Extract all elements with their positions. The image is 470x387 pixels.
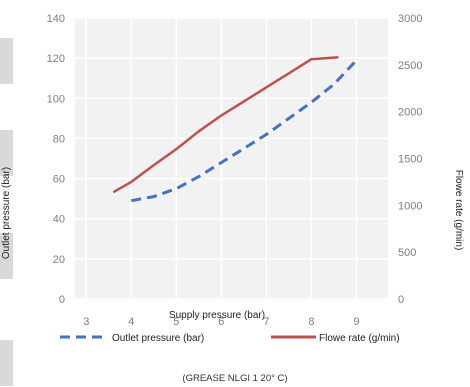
y-tick-label: 100 bbox=[47, 93, 65, 105]
x-tick-label: 4 bbox=[128, 316, 134, 328]
side-block-3 bbox=[0, 233, 13, 279]
x-axis-title: Supply pressure (bar) bbox=[169, 310, 265, 321]
y-tick-label: 40 bbox=[53, 214, 65, 226]
series-line-outlet-pressure bbox=[131, 59, 358, 203]
y2-tick-label: 0 bbox=[398, 294, 404, 306]
y2-axis-title: Flowe rate (g/min) bbox=[453, 170, 464, 251]
x-tick-label: 8 bbox=[308, 316, 314, 328]
legend-label-flow-rate: Flowe rate (g/min) bbox=[319, 333, 400, 344]
y-tick-label: 80 bbox=[53, 133, 65, 145]
y2-tick-label: 2000 bbox=[398, 107, 422, 119]
y-tick-label: 20 bbox=[53, 254, 65, 266]
side-block-2 bbox=[0, 130, 13, 176]
left-y-ticks: 0 20 40 60 80 100 120 140 bbox=[47, 13, 65, 306]
x-tick-label: 3 bbox=[83, 316, 89, 328]
legend-label-outlet-pressure: Outlet pressure (bar) bbox=[112, 333, 204, 344]
plot-area bbox=[75, 18, 388, 299]
side-block-1 bbox=[0, 38, 13, 84]
y2-tick-label: 1000 bbox=[398, 200, 422, 212]
y-tick-label: 60 bbox=[53, 174, 65, 186]
series-layer bbox=[112, 56, 358, 203]
chart-caption: (GREASE NLGI 1 20° C) bbox=[182, 373, 287, 384]
series-line-flow-rate bbox=[112, 56, 339, 194]
y-tick-label: 0 bbox=[59, 294, 65, 306]
y2-tick-label: 3000 bbox=[398, 13, 422, 25]
right-y-ticks: 0 500 1000 1500 2000 2500 3000 bbox=[398, 13, 422, 306]
side-block-4 bbox=[0, 340, 13, 386]
y-tick-label: 120 bbox=[47, 53, 65, 65]
y-axis-title: Outlet pressure (bar) bbox=[1, 167, 12, 259]
x-tick-label: 7 bbox=[263, 316, 269, 328]
x-ticks: 3 4 5 6 7 8 9 bbox=[83, 316, 359, 328]
y2-tick-label: 500 bbox=[398, 247, 416, 259]
x-tick-label: 5 bbox=[173, 316, 179, 328]
legend: Outlet pressure (bar) Flowe rate (g/min) bbox=[60, 333, 400, 344]
x-tick-label: 9 bbox=[353, 316, 359, 328]
x-tick-label: 6 bbox=[218, 316, 224, 328]
y-tick-label: 140 bbox=[47, 13, 65, 25]
y2-tick-label: 2500 bbox=[398, 60, 422, 72]
y2-tick-label: 1500 bbox=[398, 154, 422, 166]
